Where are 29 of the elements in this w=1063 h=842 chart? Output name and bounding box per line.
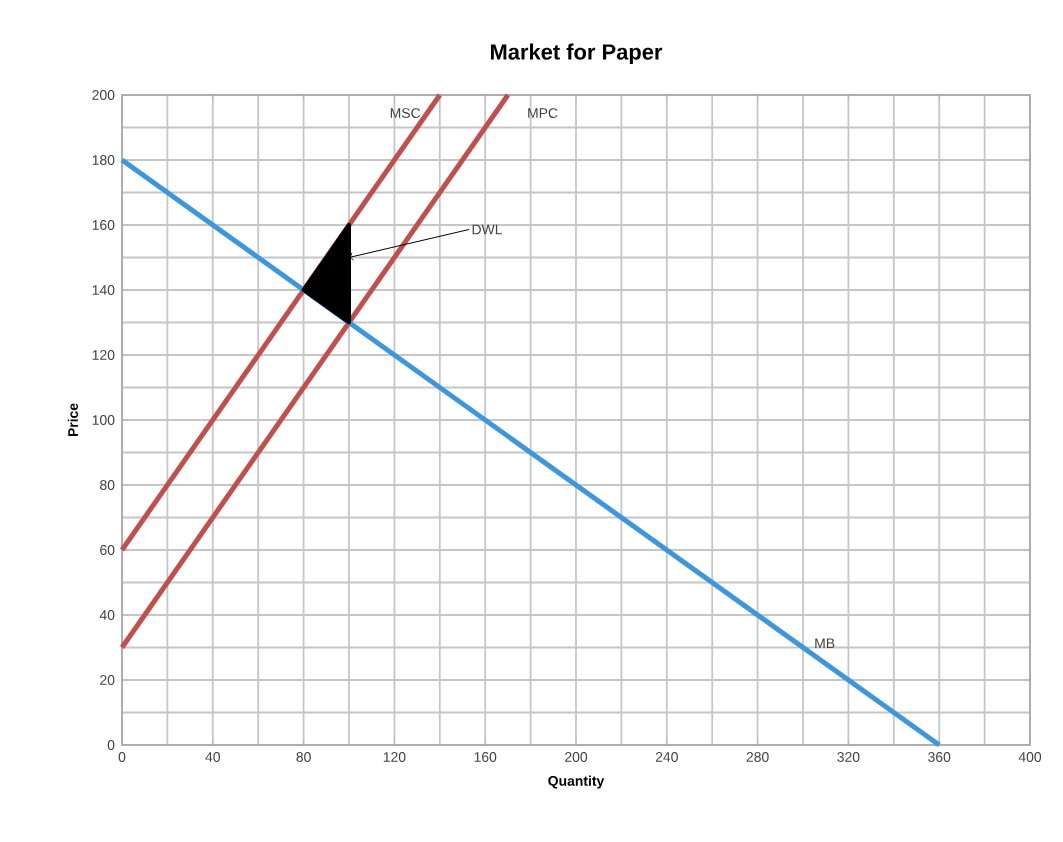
y-tick-label: 20 — [100, 675, 115, 685]
series-label: MSC — [390, 108, 421, 118]
y-tick-label: 160 — [92, 220, 115, 230]
y-tick-label: 80 — [100, 480, 115, 490]
x-tick-label: 120 — [383, 752, 406, 762]
series-label: MPC — [528, 108, 558, 118]
y-tick-label: 60 — [100, 545, 115, 555]
series-label: MB — [815, 638, 835, 649]
x-tick-label: 240 — [655, 752, 678, 762]
y-axis-title: Price — [67, 403, 78, 437]
y-tick-label: 200 — [92, 90, 115, 100]
x-tick-label: 400 — [1018, 752, 1042, 762]
y-tick-label: 140 — [92, 285, 115, 295]
y-tick-label: 100 — [92, 415, 115, 425]
x-axis-title: Quantity — [548, 775, 605, 789]
x-tick-label: 320 — [837, 752, 860, 762]
annotation: DWL — [472, 224, 503, 235]
x-tick-label: 280 — [746, 752, 769, 762]
chart-title: Market for Paper — [490, 43, 663, 64]
x-tick-label: 80 — [296, 752, 311, 762]
y-tick-label: 120 — [92, 350, 115, 360]
x-tick-label: 0 — [118, 752, 126, 762]
y-tick-label: 40 — [99, 610, 115, 620]
x-tick-label: 360 — [928, 752, 951, 762]
y-tick-label: 0 — [107, 740, 115, 750]
x-tick-label: 160 — [474, 752, 497, 762]
x-tick-label: 40 — [205, 752, 221, 762]
y-tick-label: 180 — [92, 155, 115, 165]
x-tick-label: 200 — [565, 752, 588, 762]
